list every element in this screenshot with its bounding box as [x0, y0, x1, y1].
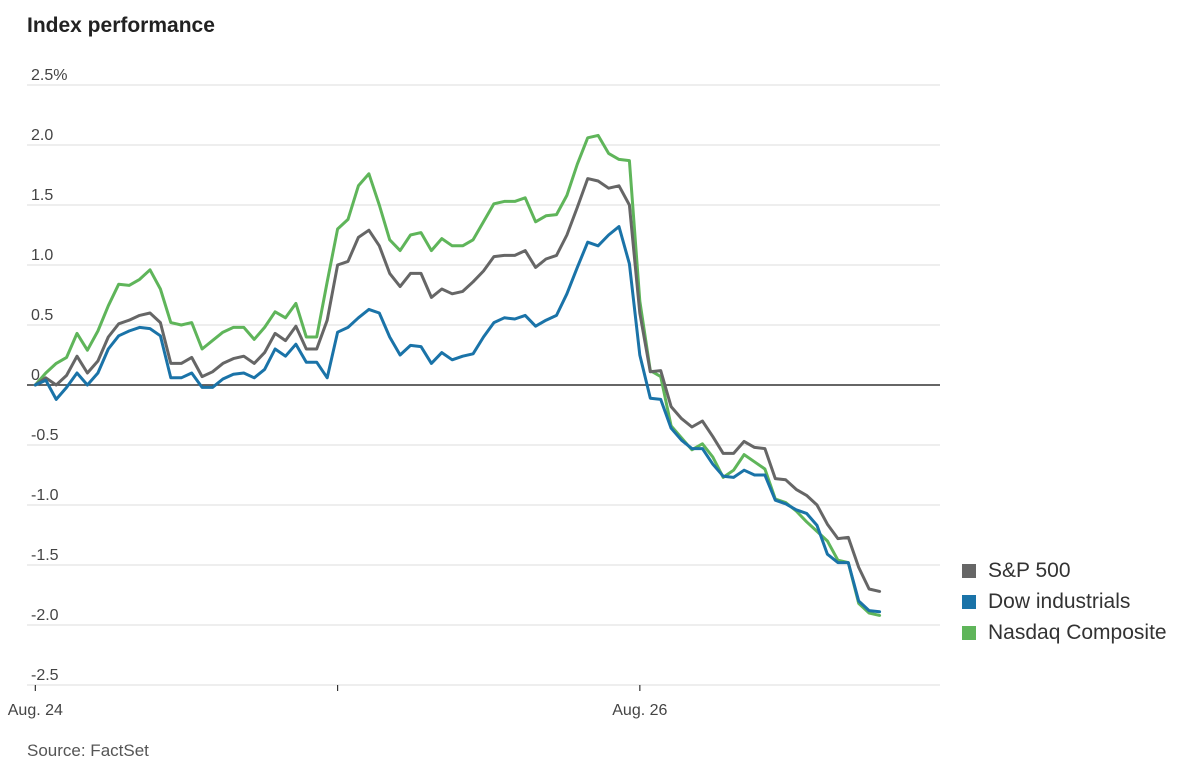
y-tick-label: -2.5 — [31, 667, 59, 684]
y-tick-label: 2.0 — [31, 127, 53, 144]
legend-item-sp500: S&P 500 — [962, 555, 1167, 586]
legend-swatch-dow — [962, 594, 976, 609]
series-line-sp500 — [33, 177, 882, 593]
legend-swatch-nasdaq — [962, 625, 976, 640]
x-axis: Aug. 24 Aug. 26 — [8, 685, 668, 719]
legend-swatch-sp500 — [962, 563, 976, 578]
legend-label-nasdaq: Nasdaq Composite — [988, 620, 1167, 644]
y-tick-label: 1.5 — [31, 187, 53, 204]
y-tick-label: 0.5 — [31, 307, 53, 324]
legend-item-nasdaq: Nasdaq Composite — [962, 617, 1167, 648]
legend-label-sp500: S&P 500 — [988, 558, 1071, 582]
series-lines — [33, 133, 882, 617]
series-line-nasdaq — [33, 133, 882, 617]
y-tick-label: -1.0 — [31, 487, 59, 504]
y-tick-label: -2.0 — [31, 607, 59, 624]
y-tick-label: 1.0 — [31, 247, 53, 264]
y-tick-label: -0.5 — [31, 427, 59, 444]
y-tick-label: -1.5 — [31, 547, 59, 564]
source-note: Source: FactSet — [27, 741, 149, 760]
series-line-dow — [33, 225, 882, 614]
legend-label-dow: Dow industrials — [988, 589, 1131, 613]
legend: S&P 500 Dow industrials Nasdaq Composite — [962, 555, 1167, 648]
gridlines — [27, 84, 940, 686]
y-axis-tick-labels: 2.5% 2.0 1.5 1.0 0.5 0 -0.5 -1.0 -1.5 -2.0 -2.5 — [31, 67, 67, 684]
x-tick-label: Aug. 26 — [612, 702, 667, 719]
y-tick-label: 0 — [31, 367, 40, 384]
y-tick-label: 2.5% — [31, 67, 67, 84]
chart-title: Index performance — [27, 14, 215, 37]
x-tick-label: Aug. 24 — [8, 702, 63, 719]
legend-item-dow: Dow industrials — [962, 586, 1167, 617]
